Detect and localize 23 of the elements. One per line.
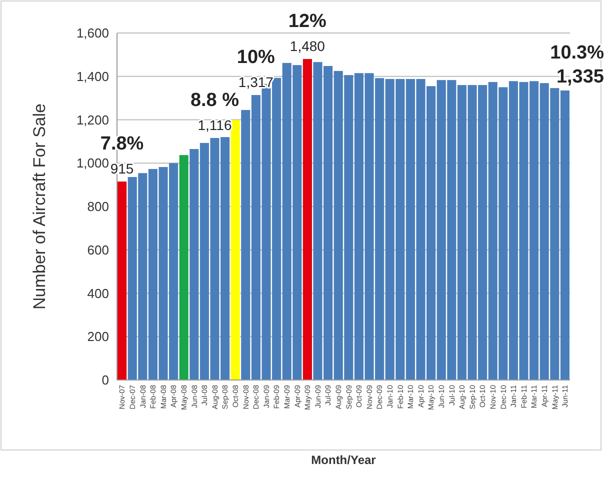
annotation: 10.3%: [550, 42, 604, 64]
bar: [179, 155, 188, 380]
y-tick-label: 0: [102, 372, 109, 388]
bar: [118, 182, 127, 380]
annotation: 915: [110, 160, 134, 177]
y-tick-label: 800: [87, 199, 109, 214]
y-tick-label: 1,400: [76, 68, 109, 84]
annotation: 12%: [288, 11, 327, 32]
y-tick-label: 1,000: [76, 156, 109, 171]
bar: [302, 59, 312, 380]
y-axis-title: Number of Aircraft For Sale: [30, 104, 49, 310]
y-tick-label: 1,600: [76, 26, 109, 41]
y-tick-label: 400: [87, 286, 109, 301]
x-axis-title: Month/Year: [311, 453, 376, 467]
bar: [230, 120, 240, 380]
annotation: 1,335: [556, 66, 604, 88]
annotation: 7.8%: [100, 134, 144, 155]
annotation: 10%: [236, 47, 276, 68]
annotation: 8.8 %: [190, 90, 240, 111]
y-tick-label: 600: [87, 242, 109, 258]
annotation: 1,480: [290, 38, 326, 54]
y-tick-label: 1,200: [76, 112, 109, 128]
y-tick-label: 200: [87, 329, 109, 344]
